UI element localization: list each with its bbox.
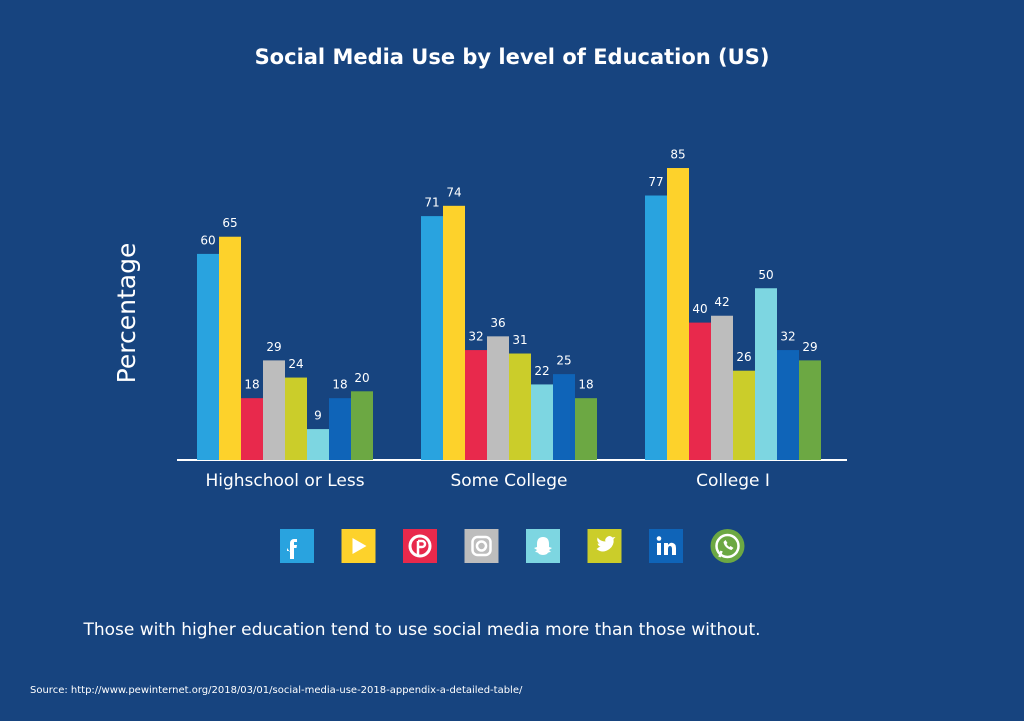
legend-glyph <box>352 538 367 554</box>
legend-icon <box>587 529 622 563</box>
glyph-shape <box>408 534 432 558</box>
bar <box>329 398 351 460</box>
chart-title: Social Media Use by level of Education (… <box>255 45 770 69</box>
bar <box>755 288 777 460</box>
legend-glyph <box>534 537 552 555</box>
glyph-shape <box>664 542 676 555</box>
x-tick-label: Highschool or Less <box>205 471 364 491</box>
bar <box>241 398 263 460</box>
legend-icon <box>710 529 745 563</box>
glyph-shape <box>287 539 297 559</box>
data-label: 36 <box>490 316 505 330</box>
legend-icon <box>280 529 314 563</box>
y-axis-label: Percentage <box>112 243 141 384</box>
bar <box>645 195 667 460</box>
glyph-shape <box>534 537 552 555</box>
legend-glyph <box>408 534 432 558</box>
data-label: 32 <box>780 330 795 344</box>
bar <box>733 370 755 460</box>
legend-glyph <box>471 535 492 557</box>
data-label: 18 <box>332 378 347 392</box>
data-label: 32 <box>468 330 483 344</box>
legend-icon <box>464 529 499 563</box>
glyph-shape <box>416 539 427 555</box>
data-label: 22 <box>534 364 549 378</box>
data-label: 60 <box>200 233 215 247</box>
bar <box>443 205 465 460</box>
data-label: 9 <box>314 409 322 423</box>
glyph-shape <box>718 550 723 558</box>
data-label: 40 <box>692 302 707 316</box>
bar <box>509 353 531 460</box>
data-label: 50 <box>758 268 773 282</box>
glyph-shape <box>352 538 367 554</box>
data-label: 25 <box>556 354 571 368</box>
legend-glyph <box>596 536 616 552</box>
bar <box>777 350 799 460</box>
data-label: 29 <box>266 340 281 354</box>
legend-swatch <box>464 529 499 563</box>
bar <box>689 322 711 460</box>
bar <box>531 384 553 460</box>
legend-swatch <box>280 529 314 563</box>
bar <box>553 374 575 460</box>
data-label: 77 <box>648 175 663 189</box>
bar <box>465 350 487 460</box>
data-label: 85 <box>670 148 685 162</box>
bar <box>197 253 219 460</box>
bar <box>487 336 509 460</box>
bar <box>219 236 241 460</box>
note: Those with higher education tend to use … <box>82 620 760 640</box>
glyph-shape <box>475 540 488 552</box>
bar <box>421 216 443 460</box>
legend-icon <box>649 529 683 563</box>
data-label: 20 <box>354 371 369 385</box>
data-label: 74 <box>446 185 461 199</box>
source: Source: http://www.pewinternet.org/2018/… <box>30 685 523 696</box>
legend-icon <box>403 529 437 563</box>
glyph-shape <box>471 535 492 557</box>
bar <box>575 398 597 460</box>
legend-glyph <box>715 533 740 559</box>
bar <box>711 315 733 460</box>
bar <box>307 429 329 460</box>
bar <box>263 360 285 460</box>
glyph-shape <box>657 543 661 555</box>
glyph-shape <box>715 533 740 559</box>
glyph-shape <box>723 540 734 550</box>
bar <box>351 391 373 460</box>
legend-glyph <box>287 539 297 559</box>
legend-icon <box>341 529 376 563</box>
data-label: 24 <box>288 357 303 371</box>
data-label: 18 <box>578 378 593 392</box>
x-tick-label: College I <box>696 471 770 491</box>
data-label: 65 <box>222 216 237 230</box>
glyph-shape <box>596 536 616 552</box>
glyph-shape <box>656 536 662 541</box>
data-label: 18 <box>244 378 259 392</box>
legend-glyph <box>656 536 676 555</box>
data-label: 31 <box>512 333 527 347</box>
legend-icon <box>526 529 560 563</box>
data-label: 42 <box>714 295 729 309</box>
bar <box>799 360 821 460</box>
data-label: 71 <box>424 196 439 210</box>
bar <box>667 168 689 460</box>
data-label: 26 <box>736 350 751 364</box>
bar <box>285 377 307 460</box>
x-tick-label: Some College <box>450 471 567 491</box>
data-label: 29 <box>802 340 817 354</box>
